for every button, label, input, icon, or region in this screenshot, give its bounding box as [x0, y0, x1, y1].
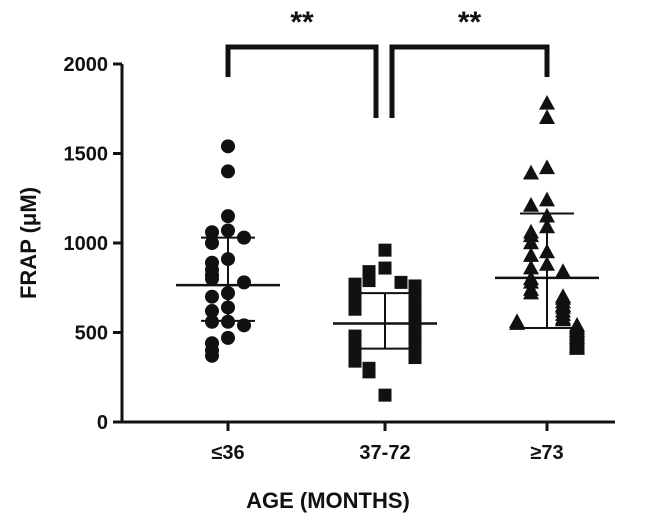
data-point-triangle — [555, 263, 571, 278]
data-point-circle — [237, 275, 251, 290]
significance-label: ** — [290, 6, 314, 39]
data-point-circle — [205, 289, 219, 304]
data-point-circle — [205, 348, 219, 363]
data-point-square — [408, 351, 422, 365]
data-point-circle — [205, 271, 219, 286]
data-point-square — [362, 274, 376, 288]
y-tick-label: 1000 — [64, 233, 109, 255]
x-tick-label: 37-72 — [359, 442, 410, 464]
data-point-square — [378, 388, 392, 402]
data-point-square — [408, 279, 422, 293]
y-tick-label: 0 — [97, 412, 108, 434]
data-point-triangle — [523, 197, 539, 212]
data-point-triangle — [539, 109, 555, 124]
x-axis-title: AGE (MONTHS) — [246, 488, 410, 513]
data-point-triangle — [523, 247, 539, 262]
significance-label: ** — [458, 6, 482, 39]
data-point-circle — [205, 225, 219, 240]
data-point-circle — [205, 304, 219, 319]
data-point-triangle — [555, 311, 571, 327]
data-point-circle — [221, 330, 235, 345]
data-point-square — [378, 261, 392, 275]
data-point-triangle — [539, 94, 555, 110]
data-point-triangle — [523, 164, 539, 180]
data-point-square — [362, 365, 376, 379]
data-point-circle — [221, 209, 235, 224]
y-tick-label: 2000 — [64, 54, 109, 76]
data-point-triangle — [539, 191, 555, 207]
data-point-triangle — [509, 315, 525, 330]
data-point-triangle — [523, 259, 539, 275]
y-tick-label: 500 — [75, 323, 108, 345]
significance-bracket — [389, 44, 550, 118]
data-point-circle — [221, 139, 235, 154]
data-point-square — [378, 243, 392, 257]
data-point-circle — [221, 223, 235, 238]
significance-bracket — [225, 44, 379, 118]
data-point-triangle — [569, 340, 585, 355]
data-point-square — [348, 302, 362, 316]
data-point-triangle — [539, 159, 555, 175]
x-tick-label: ≥73 — [530, 442, 563, 464]
data-point-square — [408, 293, 422, 307]
data-point-circle — [221, 164, 235, 179]
data-point-square — [348, 354, 362, 368]
data-point-triangle — [523, 234, 539, 250]
data-point-triangle — [523, 284, 539, 300]
data-point-square — [394, 275, 408, 289]
y-axis-title: FRAP (μM) — [16, 187, 41, 299]
data-point-square — [408, 326, 422, 339]
data-point-circle — [205, 236, 219, 250]
y-tick-label: 1500 — [64, 144, 109, 166]
x-tick-label: ≤36 — [211, 442, 244, 464]
